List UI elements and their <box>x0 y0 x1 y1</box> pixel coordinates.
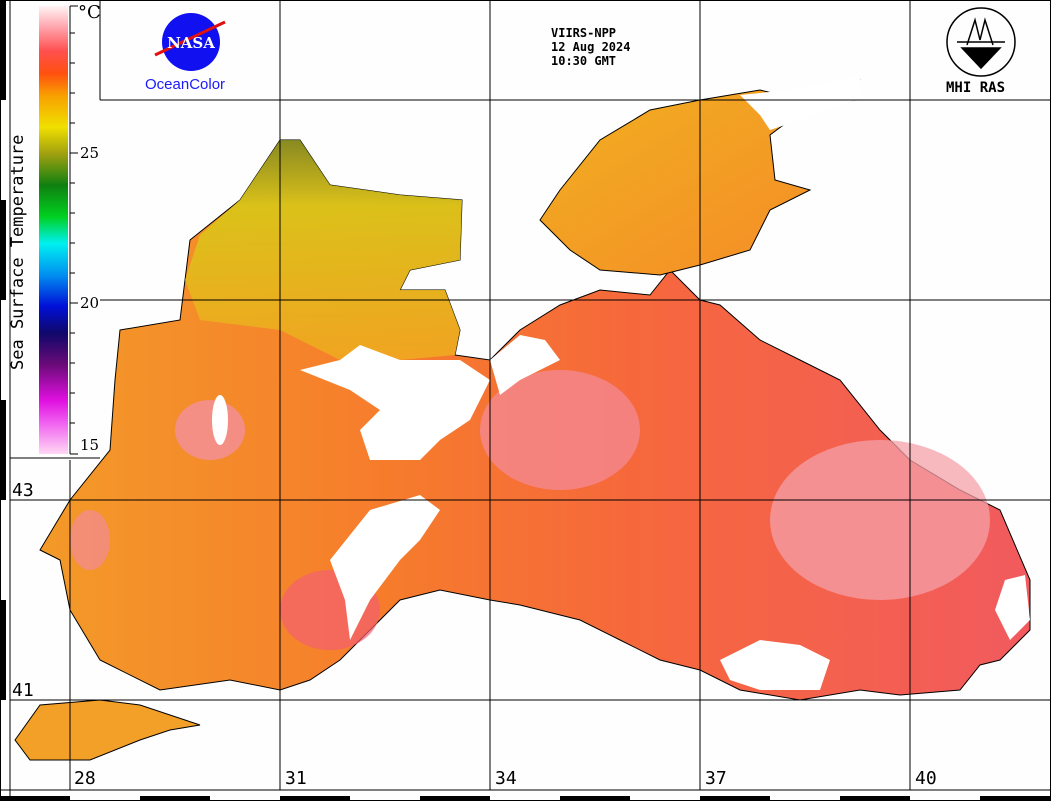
acquisition-date: 12 Aug 2024 <box>551 40 631 54</box>
left-scale-bar <box>0 0 6 700</box>
legend-tick-25: 25 <box>80 144 100 162</box>
svg-text:NASA: NASA <box>167 34 215 52</box>
legend-tick-20: 20 <box>80 294 100 312</box>
nw-shelf-warm-water <box>185 140 462 360</box>
lon-label-37: 37 <box>705 768 727 789</box>
cloud-mask <box>740 75 862 130</box>
legend-tick-15: 15 <box>80 436 100 454</box>
cloud-mask <box>490 335 560 395</box>
legend-unit: °C <box>78 2 101 23</box>
warm-patch <box>770 440 990 600</box>
cloud-mask <box>300 345 490 460</box>
lon-label-34: 34 <box>495 768 517 789</box>
cloud-mask <box>995 575 1030 640</box>
legend-title: Sea Surface Temperature <box>8 134 28 370</box>
sensor-name: VIIRS-NPP <box>551 26 617 40</box>
cloud-mask <box>720 640 830 690</box>
warm-patch <box>480 370 640 490</box>
cloud-mask <box>212 395 228 445</box>
lat-label-43: 43 <box>12 480 34 501</box>
acquisition-time: 10:30 GMT <box>551 54 617 68</box>
legend-ticks <box>69 5 78 455</box>
lon-label-31: 31 <box>285 768 307 789</box>
lat-label-41: 41 <box>12 680 34 701</box>
warm-patch <box>175 400 245 460</box>
sensor-info: VIIRS-NPP 12 Aug 2024 10:30 GMT <box>551 26 630 68</box>
bottom-scale-bar <box>0 796 1050 801</box>
marmara-sea-sst <box>14 699 201 761</box>
lon-label-28: 28 <box>74 768 96 789</box>
mhi-ras-label: MHI RAS <box>946 80 1006 96</box>
oceancolor-label: OceanColor <box>145 76 226 93</box>
warm-patch <box>70 510 110 570</box>
lon-label-40: 40 <box>915 768 937 789</box>
mhi-ras-logo <box>946 7 1016 77</box>
legend-colorbar <box>39 6 68 454</box>
nasa-logo: NASA <box>154 13 226 71</box>
cloud-mask <box>330 495 440 640</box>
